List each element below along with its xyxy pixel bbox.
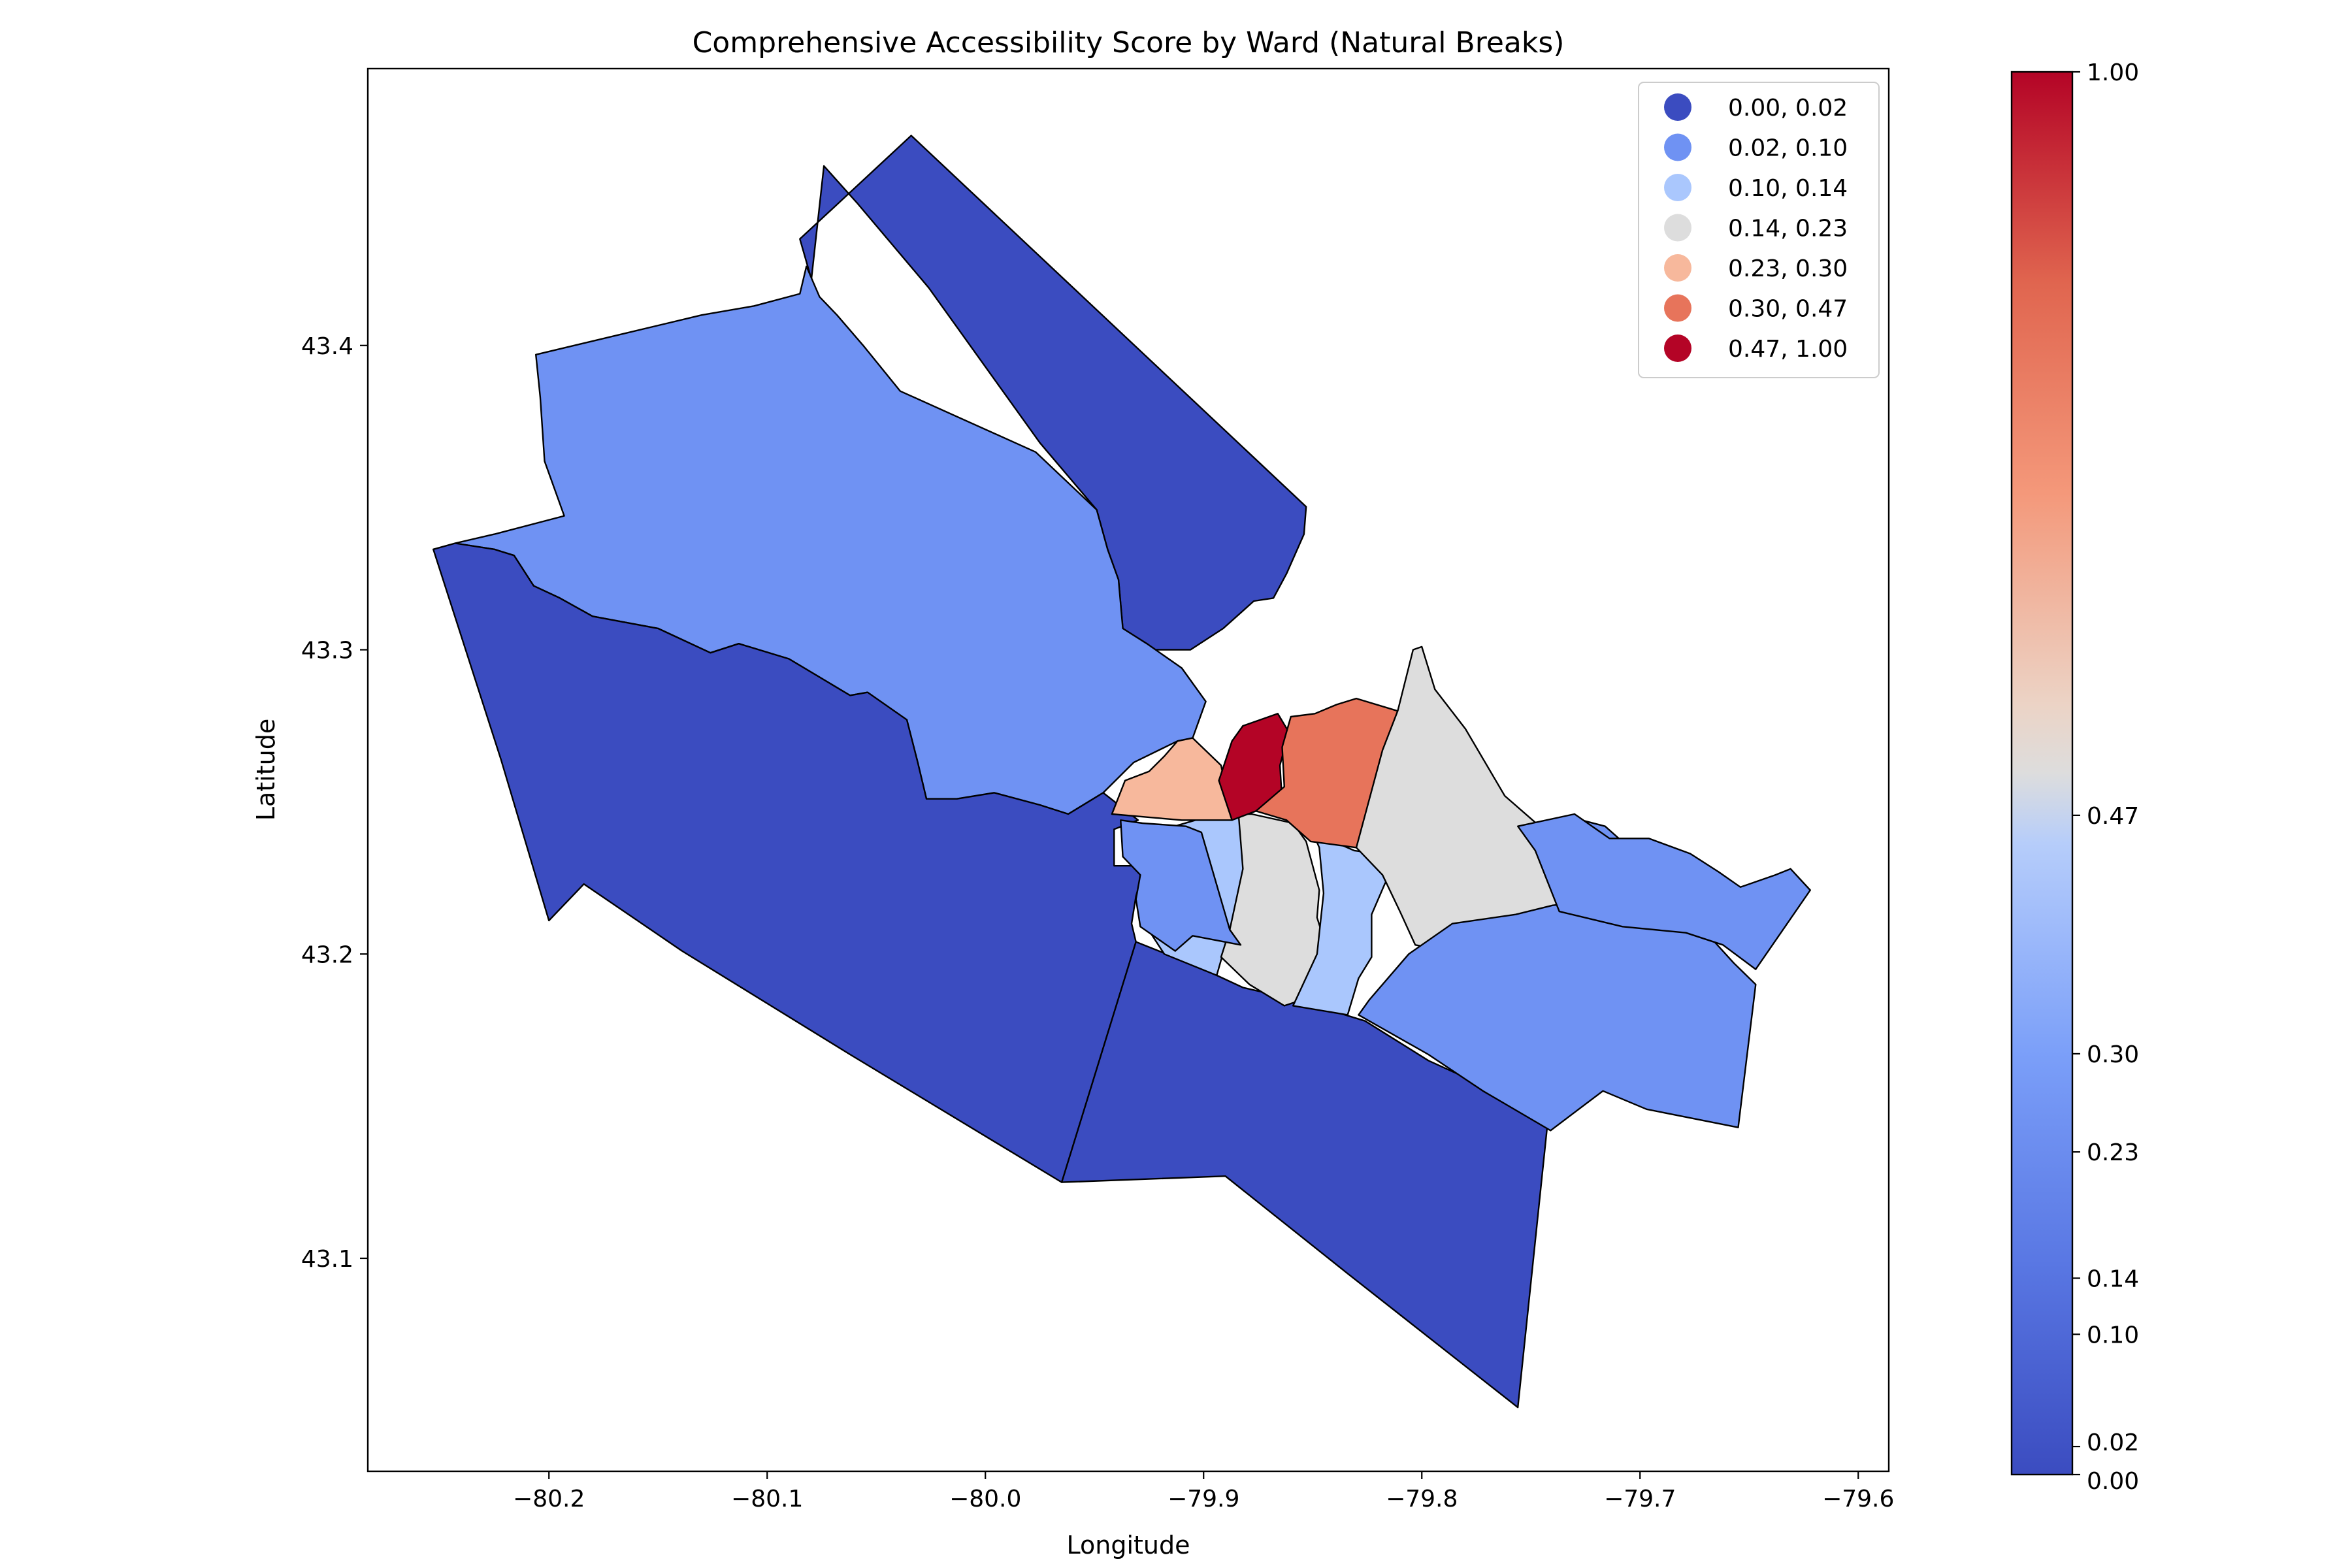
x-axis-ticks: −80.2 −80.1 −80.0 −79.9 −79.8 −79.7 −79.6 [513, 1471, 1894, 1512]
chart-title: Comprehensive Accessibility Score by War… [693, 26, 1565, 59]
x-axis-label: Longitude [1067, 1531, 1190, 1560]
legend-label: 0.47, 1.00 [1728, 336, 1848, 363]
ward-w9 [1111, 737, 1233, 821]
y-axis-ticks: 43.1 43.2 43.3 43.4 [301, 333, 368, 1273]
x-tick-label: −79.6 [1822, 1486, 1894, 1512]
colorbar: 0.00 0.02 0.10 0.14 0.23 0.30 0.47 1.00 [2010, 59, 2139, 1495]
colorbar-tick-label: 0.14 [2087, 1266, 2139, 1292]
plot-frame [367, 67, 1890, 1473]
colorbar-tick-label: 0.47 [2087, 803, 2139, 830]
legend-box [1638, 82, 1880, 378]
legend: 0.00, 0.02 0.02, 0.10 0.10, 0.14 0.14, 0.23… [1638, 82, 1880, 378]
legend-label: 0.10, 0.14 [1728, 175, 1848, 202]
legend-label: 0.30, 0.47 [1728, 296, 1848, 323]
y-tick-label: 43.2 [301, 941, 353, 968]
ward-w3 [433, 542, 1146, 1183]
legend-label: 0.02, 0.10 [1728, 135, 1848, 162]
ward-w8 [1120, 819, 1242, 952]
legend-marker [1664, 294, 1691, 322]
legend-marker [1664, 93, 1691, 121]
legend-marker [1664, 254, 1691, 282]
colorbar-tick-label: 0.00 [2087, 1468, 2139, 1495]
x-tick-label: −79.8 [1386, 1486, 1458, 1512]
x-tick-label: −80.1 [731, 1486, 803, 1512]
legend-marker [1664, 133, 1691, 161]
y-axis-label: Latitude [252, 719, 280, 821]
colorbar-tick-label: 1.00 [2087, 59, 2139, 86]
x-tick-label: −80.0 [949, 1486, 1021, 1512]
y-tick-label: 43.3 [301, 638, 353, 664]
colorbar-tick-label: 0.30 [2087, 1041, 2139, 1068]
legend-label: 0.23, 0.30 [1728, 255, 1848, 282]
colorbar-tick-label: 0.10 [2087, 1322, 2139, 1348]
x-tick-label: −80.2 [513, 1486, 585, 1512]
legend-label: 0.14, 0.23 [1728, 216, 1848, 242]
legend-marker [1664, 214, 1691, 242]
colorbar-ticks: 0.00 0.02 0.10 0.14 0.23 0.30 0.47 1.00 [2072, 59, 2139, 1495]
legend-marker [1664, 335, 1691, 362]
y-tick-label: 43.4 [301, 333, 353, 360]
map-plot-area [433, 135, 1812, 1409]
x-tick-label: −79.7 [1604, 1486, 1676, 1512]
legend-marker [1664, 174, 1691, 201]
y-tick-label: 43.1 [301, 1246, 353, 1273]
colorbar-tick-label: 0.23 [2087, 1139, 2139, 1166]
legend-items: 0.00, 0.02 0.02, 0.10 0.10, 0.14 0.14, 0.23… [1664, 93, 1848, 363]
legend-label: 0.00, 0.02 [1728, 95, 1848, 122]
ward-w14 [1516, 813, 1812, 970]
x-tick-label: −79.9 [1168, 1486, 1239, 1512]
colorbar-gradient [2010, 71, 2074, 1476]
colorbar-tick-label: 0.02 [2087, 1429, 2139, 1456]
